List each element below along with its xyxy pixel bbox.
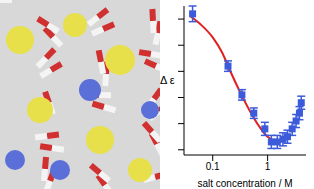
svg-text:Δ ε: Δ ε	[160, 74, 175, 86]
svg-text:salt concentration / M: salt concentration / M	[197, 178, 292, 189]
svg-text:0.1: 0.1	[206, 161, 220, 172]
svg-text:1: 1	[265, 161, 271, 172]
